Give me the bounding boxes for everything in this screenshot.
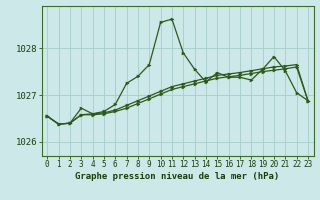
X-axis label: Graphe pression niveau de la mer (hPa): Graphe pression niveau de la mer (hPa) (76, 172, 280, 181)
